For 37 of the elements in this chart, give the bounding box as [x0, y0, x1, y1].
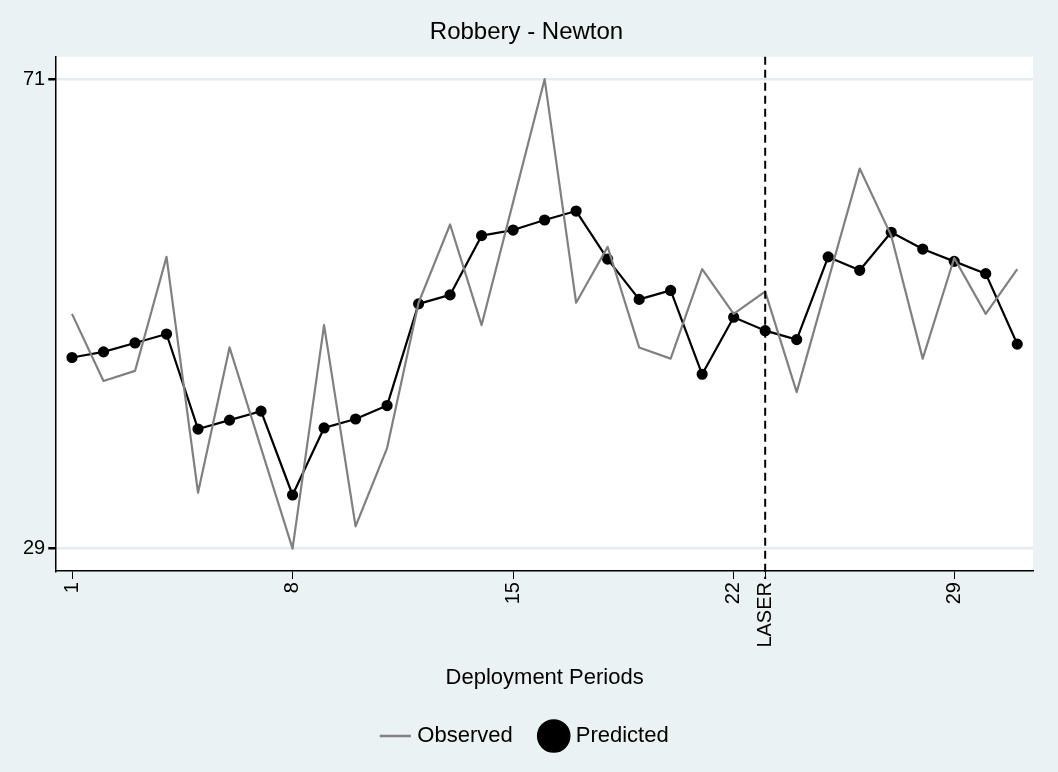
x-tick-label: 15	[500, 582, 523, 605]
point	[1011, 338, 1023, 350]
point	[286, 489, 299, 501]
point	[349, 413, 362, 425]
point	[160, 328, 173, 340]
point	[665, 284, 677, 297]
point	[129, 337, 141, 349]
point	[917, 243, 929, 255]
point	[476, 230, 488, 242]
point	[633, 293, 645, 305]
point	[381, 399, 393, 412]
y-tick-label: 71	[23, 66, 46, 89]
point	[791, 334, 803, 346]
point	[539, 214, 551, 226]
x-tick-label: 22	[721, 582, 744, 605]
x-axis-title: Deployment Periods	[445, 663, 644, 689]
point	[318, 422, 330, 434]
point	[507, 224, 519, 236]
x-tick-label: 8	[280, 582, 303, 594]
point	[696, 368, 708, 380]
x-tick-label: 1	[59, 582, 82, 594]
point	[822, 251, 834, 263]
point	[192, 423, 204, 435]
point	[97, 346, 110, 358]
legend-label: Observed	[417, 722, 513, 748]
point	[444, 289, 456, 301]
point	[759, 325, 771, 337]
point	[255, 405, 267, 417]
point	[854, 264, 866, 276]
legend-label: Predicted	[575, 722, 669, 748]
ref-line-label: LASER	[752, 582, 775, 648]
point	[223, 414, 236, 426]
point	[980, 268, 992, 280]
point	[570, 205, 582, 217]
point	[66, 351, 78, 364]
x-tick-label: 29	[941, 582, 964, 605]
chart-title: Robbery - Newton	[429, 17, 624, 45]
